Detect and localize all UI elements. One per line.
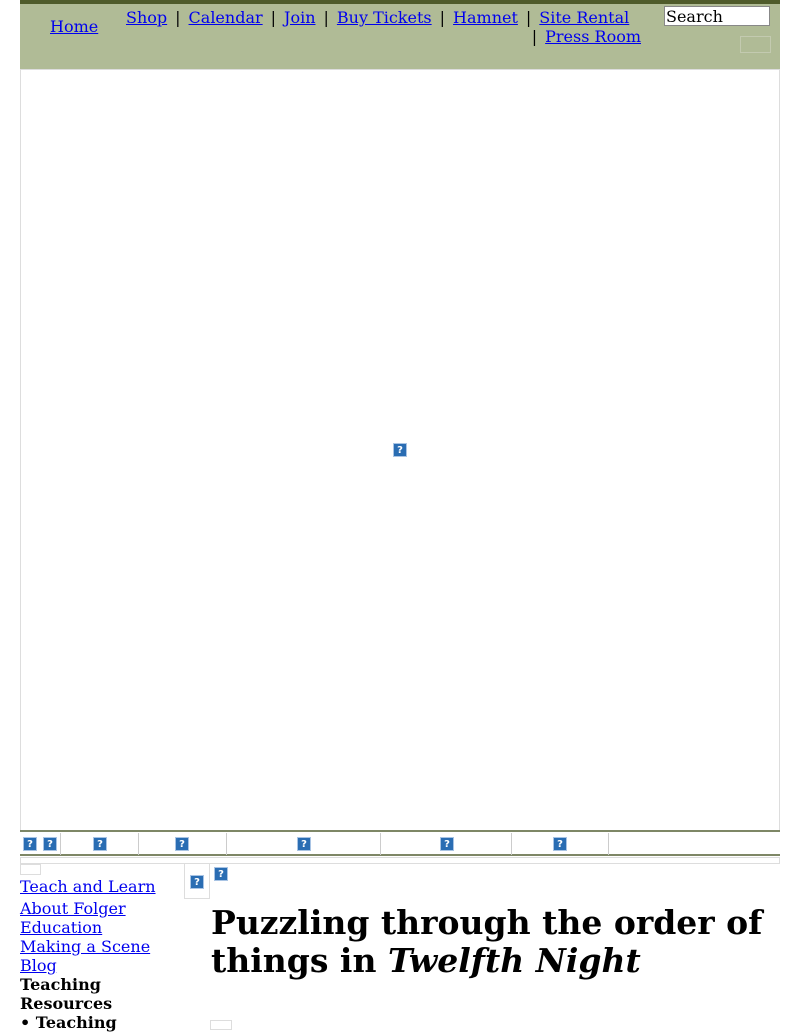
sidebar: Teach and Learn About Folger Education M… xyxy=(20,877,180,1032)
nav-join[interactable]: Join xyxy=(284,8,316,27)
nav-cell[interactable]: ? xyxy=(512,833,609,855)
header-top-bar xyxy=(20,0,780,4)
broken-image-icon: ? xyxy=(22,836,38,852)
title-text: Puzzling through the order of things in xyxy=(211,903,763,980)
broken-image-icon: ? xyxy=(189,874,205,890)
sidebar-item-blog[interactable]: Blog xyxy=(20,956,57,975)
page-title: Puzzling through the order of things in … xyxy=(211,904,781,980)
title-play-name: Twelfth Night xyxy=(387,941,641,980)
nav-cell[interactable]: ? xyxy=(60,833,139,855)
separator: | xyxy=(323,8,329,27)
sidebar-item-about[interactable]: About Folger Education xyxy=(20,899,126,937)
broken-image-icon: ? xyxy=(296,836,312,852)
search-input[interactable]: Search xyxy=(664,6,770,26)
nav-cell[interactable]: ? xyxy=(227,833,381,855)
sidebar-current-heading: Teaching Resources xyxy=(20,975,113,1013)
broken-image-icon: ? xyxy=(92,836,108,852)
top-nav: Shop | Calendar | Join | Buy Tickets | Hamnet | Si… xyxy=(126,8,656,46)
sidebar-section-link[interactable]: Teach and Learn xyxy=(20,877,156,896)
image-placeholder xyxy=(20,864,41,875)
broken-image-icon: ? xyxy=(392,442,408,458)
separator: | xyxy=(531,27,538,46)
separator: | xyxy=(525,8,532,27)
nav-shop[interactable]: Shop xyxy=(126,8,168,27)
search-button[interactable] xyxy=(740,36,771,53)
nav-cell[interactable]: ? xyxy=(381,833,512,855)
broken-image-icon: ? xyxy=(439,836,455,852)
nav-cell[interactable]: ?? xyxy=(20,833,61,855)
section-nav-strip: ?? ? ? ? ? ? xyxy=(20,830,780,856)
nav-cell[interactable]: ? xyxy=(139,833,227,855)
broken-image-icon: ? xyxy=(552,836,568,852)
sidebar-item-making-a-scene[interactable]: Making a Scene xyxy=(20,937,151,956)
nav-buy-tickets[interactable]: Buy Tickets xyxy=(336,8,432,27)
broken-image-icon: ? xyxy=(42,836,58,852)
sidebar-sub-item[interactable]: • Teaching xyxy=(20,1013,117,1032)
site-header xyxy=(20,4,780,69)
nav-calendar[interactable]: Calendar xyxy=(188,8,263,27)
separator: | xyxy=(439,8,446,27)
separator: | xyxy=(270,8,277,27)
image-placeholder xyxy=(210,1020,232,1030)
broken-image-icon: ? xyxy=(213,866,229,882)
nav-press-room[interactable]: Press Room xyxy=(545,27,641,46)
separator: | xyxy=(175,8,181,27)
divider xyxy=(20,857,780,864)
nav-hamnet[interactable]: Hamnet xyxy=(453,8,518,27)
nav-site-rental[interactable]: Site Rental xyxy=(539,8,630,27)
broken-image-icon: ? xyxy=(174,836,190,852)
nav-home[interactable]: Home xyxy=(50,17,99,36)
image-placeholder xyxy=(184,864,210,899)
